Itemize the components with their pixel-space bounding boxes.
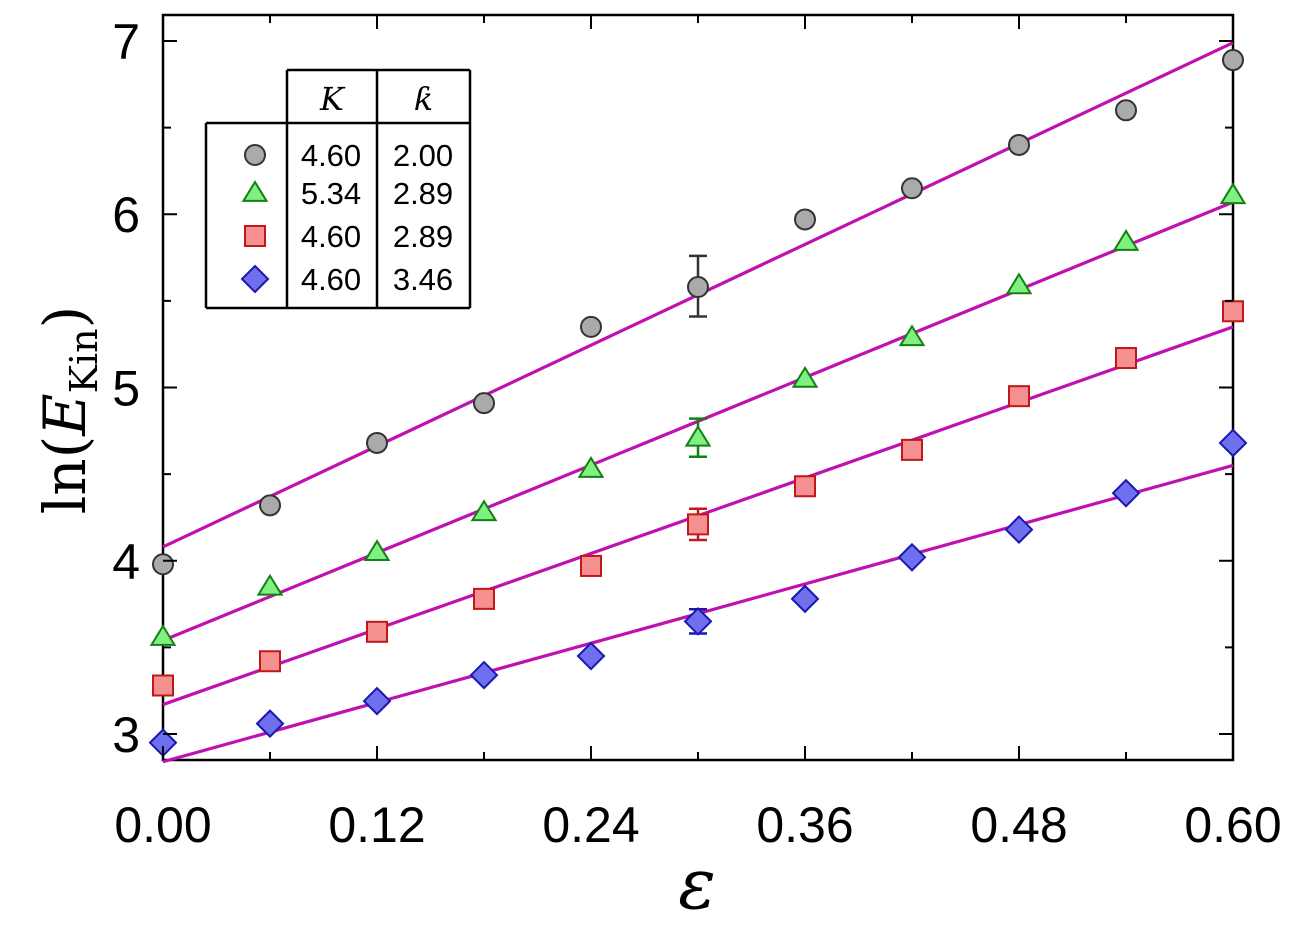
- diamond-marker: [1111, 478, 1141, 508]
- circle-marker: [580, 315, 602, 338]
- circle-marker: [152, 553, 174, 576]
- diamond-marker: [790, 584, 820, 614]
- x-tick-label: 0.36: [756, 797, 853, 853]
- square-marker: [473, 587, 495, 610]
- triangle-marker: [684, 424, 712, 447]
- circle-marker: [794, 208, 816, 231]
- square-marker: [366, 620, 388, 643]
- tick-labels: 0.00 0.12 0.24 0.36 0.48 0.60 3 4 5 6 7: [112, 14, 1281, 853]
- circle-marker: [473, 392, 495, 415]
- svg-text:ln(EKin): ln(EKin): [31, 306, 106, 515]
- triangle-marker: [1219, 182, 1247, 205]
- circle-marker: [244, 144, 266, 166]
- axis-ticks: [162, 15, 1234, 760]
- diamond-marker: [240, 264, 270, 294]
- circle-marker: [366, 431, 388, 454]
- diamond-marker: [255, 709, 285, 739]
- y-axis-label-symbol: E: [31, 393, 99, 436]
- triangle-marker: [1005, 272, 1033, 295]
- circle-marker: [259, 494, 281, 517]
- square-marker: [244, 225, 266, 247]
- y-tick-label: 5: [112, 361, 140, 417]
- legend-K-value: 4.60: [301, 138, 361, 173]
- legend-K-value: 4.60: [301, 219, 361, 254]
- diamond-marker: [897, 542, 927, 572]
- y-axis-label-suffix: ): [31, 306, 99, 329]
- legend-kbar-value: 3.46: [393, 262, 453, 297]
- square-marker: [794, 475, 816, 498]
- triangle-marker: [256, 573, 284, 596]
- circle-marker: [687, 276, 709, 299]
- x-tick-label: 0.48: [970, 797, 1067, 853]
- error-bars: [689, 254, 707, 635]
- legend-kbar-value: 2.89: [393, 219, 453, 254]
- y-tick-label: 3: [112, 707, 140, 763]
- legend-K-value: 4.60: [301, 262, 361, 297]
- square-marker: [152, 674, 174, 697]
- y-axis-label: ln(EKin): [31, 306, 106, 515]
- legend-kbar-value: 2.89: [393, 176, 453, 211]
- square-marker: [1008, 385, 1030, 408]
- x-tick-label: 0.60: [1184, 797, 1281, 853]
- x-tick-label: 0.24: [542, 797, 639, 853]
- triangle-marker: [470, 499, 498, 522]
- square-marker: [901, 438, 923, 461]
- triangle-marker: [898, 324, 926, 347]
- data-markers: [148, 49, 1248, 758]
- square-marker: [580, 554, 602, 577]
- triangle-marker: [149, 624, 177, 646]
- circle-marker: [901, 177, 923, 200]
- circle-marker: [1222, 49, 1244, 72]
- square-marker: [1115, 347, 1137, 370]
- x-tick-label: 0.12: [328, 797, 425, 853]
- legend-K-value: 5.34: [301, 176, 361, 211]
- diamond-marker: [362, 686, 392, 716]
- y-axis-label-prefix: ln(: [31, 436, 99, 515]
- x-axis-label: ε: [678, 843, 716, 925]
- triangle-marker: [791, 365, 819, 388]
- y-tick-label: 4: [112, 534, 140, 590]
- diamond-marker: [683, 606, 713, 636]
- triangle-marker: [363, 539, 391, 562]
- diamond-marker: [1004, 515, 1034, 544]
- legend-header-K: K: [319, 80, 346, 118]
- square-marker: [687, 513, 709, 536]
- circle-marker: [1008, 133, 1030, 156]
- x-tick-label: 0.00: [114, 797, 211, 853]
- square-marker: [259, 650, 281, 673]
- diamond-marker: [576, 641, 606, 671]
- triangle-marker: [1112, 229, 1140, 251]
- legend-kbar-value: 2.00: [393, 138, 453, 173]
- triangle-marker: [241, 180, 269, 202]
- diamond-marker: [1218, 428, 1248, 458]
- y-axis-label-subscript: Kin: [62, 328, 106, 393]
- legend-header-kbar: ƙ: [414, 80, 433, 118]
- square-marker: [1222, 300, 1244, 323]
- triangle-marker: [577, 456, 605, 478]
- diamond-marker: [469, 660, 499, 690]
- y-tick-label: 6: [112, 187, 140, 243]
- circle-marker: [1115, 99, 1137, 122]
- y-tick-label: 7: [112, 14, 140, 70]
